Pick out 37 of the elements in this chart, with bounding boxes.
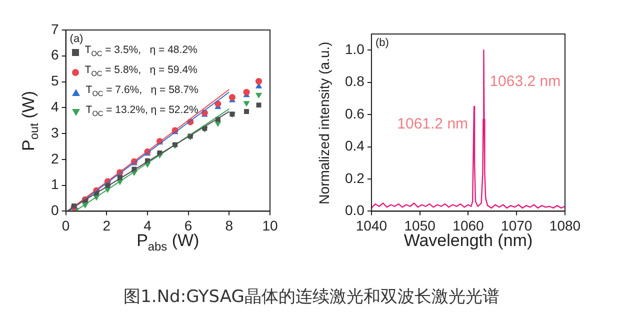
x-tick-label: 1050 (404, 217, 436, 234)
y-tick-label: 2 (50, 150, 59, 166)
y-tick-label: 0.0 (344, 202, 365, 218)
x-tick-label: 0 (62, 217, 70, 234)
x-axis-title: Wavelength (nm) (404, 231, 533, 252)
y-tick-label: 7 (50, 20, 59, 37)
x-tick-label: 4 (144, 217, 152, 234)
y-tick-label: 1.0 (344, 40, 365, 57)
annotation: 1061.2 nm (397, 116, 468, 133)
x-axis-title: P$_{abs}$ (W) (136, 231, 200, 254)
x-tick-label: 1060 (452, 217, 484, 234)
y-tick-label: 0 (50, 202, 59, 218)
y-tick-label: 6 (50, 46, 59, 63)
x-tick-label: 10 (262, 217, 278, 234)
y-tick-label: 0.2 (344, 170, 365, 186)
y-tick-label: 3 (50, 124, 59, 140)
x-tick-label: 1070 (501, 217, 532, 234)
y-tick-label: 0.8 (344, 73, 365, 90)
caption: 图1.Nd:GYSAG晶体的连续激光和双波长激光光谱 (122, 286, 500, 308)
y-tick-label: 5 (50, 72, 59, 89)
y-axis-title: Normalized intensity (a.u.) (316, 41, 332, 204)
annotation: (b) (375, 37, 389, 49)
y-tick-label: 0.4 (344, 138, 365, 154)
x-tick-label: 6 (184, 217, 192, 234)
legend-label: T$_{OC}$ = 7.6%, η = 58.7% (86, 83, 198, 100)
y-tick-label: 1 (50, 176, 59, 192)
legend-label: T$_{OC}$ = 13.2%, η = 52.2% (86, 103, 198, 120)
x-tick-label: 1040 (356, 217, 388, 234)
x-tick-label: 2 (102, 217, 111, 234)
annotation: 1063.2 nm (490, 73, 561, 90)
x-tick-label: 1080 (549, 217, 581, 234)
y-tick-label: 0.6 (344, 105, 365, 122)
y-tick-label: 4 (50, 98, 59, 115)
legend-label: T$_{OC}$ = 5.8%, η = 59.4% (84, 63, 198, 80)
annotation: (a) (70, 33, 84, 45)
legend-label: T$_{OC}$ = 3.5%, η = 48.2% (84, 43, 198, 60)
x-tick-label: 8 (225, 217, 234, 234)
